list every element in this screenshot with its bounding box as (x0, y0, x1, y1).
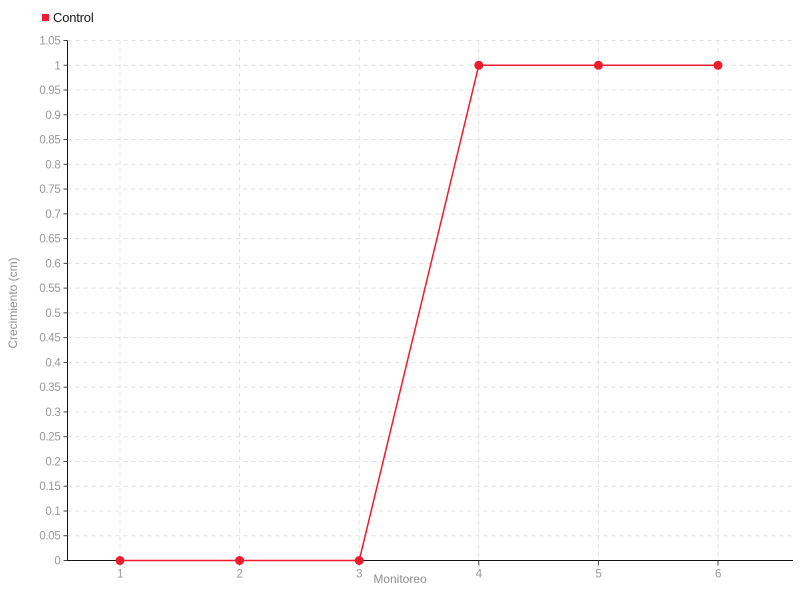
x-tick-label: 6 (715, 569, 721, 581)
y-tick-label: 0.6 (45, 258, 60, 270)
x-tick-label: 3 (356, 569, 362, 581)
data-point-control (474, 60, 484, 70)
y-tick-label: 1 (54, 60, 60, 72)
y-tick-label: 0.75 (39, 184, 60, 196)
y-tick-label: 0.55 (39, 283, 60, 295)
y-tick-label: 0.95 (39, 85, 60, 97)
x-tick-label: 4 (476, 569, 483, 581)
y-tick-label: 0.35 (39, 382, 60, 394)
data-point-control (115, 556, 125, 565)
y-tick-label: 0.8 (45, 159, 60, 171)
x-tick-label: 2 (237, 569, 243, 581)
y-tick-label: 0.65 (39, 234, 60, 246)
y-tick-label: 0.9 (45, 110, 60, 122)
data-point-control (354, 556, 364, 565)
y-tick-label: 0.2 (45, 456, 60, 468)
y-tick-label: 0.85 (39, 135, 60, 147)
y-tick-label: 0.25 (39, 432, 60, 444)
y-tick-label: 0.3 (45, 407, 60, 419)
y-tick-label: 1.05 (39, 36, 60, 48)
x-axis-title: Monitoreo (373, 572, 427, 586)
data-point-control (235, 556, 245, 565)
y-tick-label: 0 (54, 556, 60, 568)
y-tick-label: 0.1 (45, 506, 60, 518)
y-tick-label: 0.5 (45, 308, 60, 320)
x-tick-label: 1 (117, 569, 123, 581)
y-tick-label: 0.4 (45, 357, 61, 369)
legend-label-control: Control (53, 10, 94, 25)
y-tick-label: 0.45 (39, 333, 60, 345)
data-point-control (713, 60, 723, 70)
data-point-control (593, 60, 603, 70)
y-tick-label: 0.05 (39, 531, 60, 543)
y-tick-label: 0.15 (39, 481, 60, 493)
y-tick-label: 0.7 (45, 209, 60, 221)
x-tick-label: 5 (595, 569, 601, 581)
y-axis-title: Crecimiento (cm) (6, 257, 20, 349)
series-line-control (120, 64, 718, 562)
legend: Control (42, 10, 94, 25)
legend-marker-control-icon (42, 14, 49, 21)
